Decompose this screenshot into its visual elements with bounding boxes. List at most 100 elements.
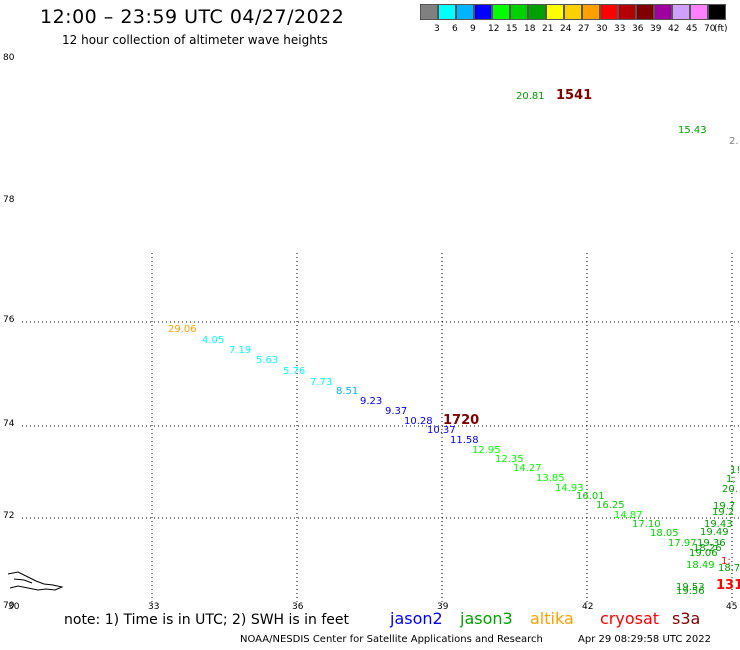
legend-swatch (708, 4, 726, 20)
legend-cryosat: cryosat (600, 609, 660, 628)
legend-label: 36 (632, 24, 644, 34)
latitude-label: 74 (3, 419, 15, 429)
legend-s3a: s3a (672, 609, 701, 628)
map-subtitle: 12 hour collection of altimeter wave hei… (62, 33, 328, 47)
legend-label: 45 (686, 24, 698, 34)
wave-height-label: 9.37 (385, 406, 407, 417)
wave-height-labels: 20.81 1541 15.43 2. 29.06 4.05 7.19 5.63 5.76 7.7… (168, 88, 740, 597)
legend-swatch (528, 4, 546, 20)
legend-label: 70 (704, 24, 716, 34)
wave-height-label: 1! (730, 465, 740, 476)
wave-height-label: 20. (722, 484, 738, 495)
legend-swatch (654, 4, 672, 20)
longitude-label: 36 (292, 602, 304, 612)
wave-height-label: 16.01 (576, 491, 605, 502)
legend-swatch (564, 4, 582, 20)
legend-label: 6 (452, 24, 458, 34)
legend-label: 30 (596, 24, 608, 34)
wave-height-label: 18.7 (718, 563, 740, 574)
wave-height-label: 1541 (556, 88, 592, 103)
legend-jason2: jason2 (390, 609, 443, 628)
longitude-label: 45 (726, 602, 737, 612)
map-title: 12:00 – 23:59 UTC 04/27/2022 (40, 6, 345, 28)
wave-height-label: 10.28 (404, 416, 433, 427)
legend-swatch (618, 4, 636, 20)
wave-height-label: 9.23 (360, 396, 382, 407)
legend-swatch (546, 4, 564, 20)
wave-height-label: 19.2 (712, 507, 734, 518)
legend-label: 12 (488, 24, 500, 34)
legend-label: 33 (614, 24, 626, 34)
wave-height-label: 19.56 (676, 586, 705, 597)
legend-label: 3 (434, 24, 440, 34)
legend-jason3: jason3 (460, 609, 513, 628)
legend-swatch (456, 4, 474, 20)
wave-height-label: 19.53 (676, 582, 705, 593)
latitude-label: 76 (3, 315, 15, 325)
legend-label: 24 (560, 24, 572, 34)
credit-text: NOAA/NESDIS Center for Satellite Applica… (240, 634, 543, 645)
wave-height-label: 20.81 (516, 91, 545, 102)
wave-height-label: 8.51 (336, 386, 358, 397)
wave-height-label: 1; (726, 474, 736, 485)
grid-lines (22, 253, 740, 605)
wave-height-label: 19.43 (704, 519, 733, 530)
legend-label: 9 (470, 24, 476, 34)
longitude-label: 39 (437, 602, 449, 612)
wave-height-label: 14.87 (614, 510, 643, 521)
legend-swatch (600, 4, 618, 20)
wave-height-label: 18.05 (650, 528, 679, 539)
legend-swatch (420, 4, 438, 20)
wave-height-label: 19.06 (689, 548, 718, 559)
legend-unit: (ft) (714, 24, 728, 34)
legend-swatch (690, 4, 708, 20)
wave-height-label: 7.73 (310, 377, 332, 388)
latitude-label: 70 (3, 601, 15, 611)
wave-height-label: 12.35 (495, 454, 524, 465)
legend-swatch (510, 4, 528, 20)
wave-height-label: 5.76 (283, 366, 305, 377)
wave-height-label: 19.36 (697, 538, 726, 549)
wave-height-label: 17.10 (632, 519, 661, 530)
legend-label: 42 (668, 24, 680, 34)
legend-swatch (438, 4, 456, 20)
latitude-label: 80 (3, 53, 15, 63)
wave-height-label: 2. (729, 136, 739, 147)
wave-height-label: 18.26 (693, 543, 722, 554)
wave-height-label: 5.63 (256, 355, 278, 366)
wave-height-label: 1720 (443, 413, 479, 428)
latitude-label: 72 (3, 511, 14, 521)
note-text: note: 1) Time is in UTC; 2) SWH is in fe… (64, 612, 350, 628)
wave-height-label: 12.95 (472, 445, 501, 456)
wave-height-label: 7.19 (229, 345, 251, 356)
longitude-label: 33 (148, 602, 159, 612)
wave-height-label: 131 (716, 578, 740, 593)
legend-label: 15 (506, 24, 518, 34)
wave-height-label: 17.97 (668, 538, 697, 549)
latitude-labels: 80 78 76 74 72 70 (3, 53, 15, 611)
legend-swatch (492, 4, 510, 20)
timestamp-text: Apr 29 08:29:58 UTC 2022 (578, 634, 711, 645)
wave-height-label: 10.37 (427, 425, 456, 436)
legend-swatch (474, 4, 492, 20)
legend-label: 27 (578, 24, 590, 34)
latitude-label: 78 (3, 195, 15, 205)
longitude-label: 30 (8, 602, 20, 612)
wave-height-label: 14.93 (555, 483, 584, 494)
legend-label: 39 (650, 24, 662, 34)
wave-height-label: 13.85 (536, 473, 565, 484)
wave-height-label: 14.27 (513, 463, 542, 474)
wave-height-label: 4.05 (202, 335, 224, 346)
wave-height-label: 19.49 (700, 527, 729, 538)
longitude-label: 42 (582, 602, 593, 612)
legend-label: 18 (524, 24, 536, 34)
legend-swatch (636, 4, 654, 20)
land-outline (7, 571, 64, 591)
legend-swatch (672, 4, 690, 20)
legend-altika: altika (530, 609, 574, 628)
legend-swatch (582, 4, 600, 20)
wave-height-label: 16.25 (596, 500, 625, 511)
legend-label: 21 (542, 24, 554, 34)
wave-height-label: 11.58 (450, 435, 479, 446)
